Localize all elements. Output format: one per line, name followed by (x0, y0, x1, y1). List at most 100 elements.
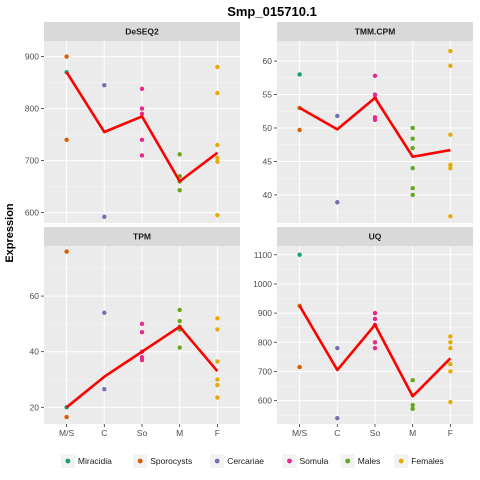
legend-label-cercariae: Cercariae (227, 456, 264, 466)
y-tick-label: 60 (263, 56, 273, 66)
y-tick-label: 60 (30, 291, 40, 301)
point-somula (139, 153, 145, 158)
legend-item-miracidia: Miracidia (60, 454, 112, 468)
y-tick-label: 700 (25, 156, 39, 166)
legend-marker-cercariae (214, 458, 220, 464)
y-tick-label: 40 (30, 347, 40, 357)
point-females (448, 361, 453, 367)
facet-panels: DeSEQ2 600 700 800 900 TMM.CPM 40 45 50 55 60 TPM 20… (25, 22, 473, 438)
legend-marker-somula (287, 458, 292, 464)
point-sporocysts (64, 249, 69, 254)
legend-marker-miracidia (65, 458, 71, 464)
mean-line-deseq2 (65, 71, 219, 183)
point-females (215, 64, 220, 70)
point-cercariae (102, 83, 107, 88)
x-tick-label-m-s: M/S (292, 428, 307, 438)
point-somula (139, 137, 145, 142)
mean-line-tpm (65, 325, 219, 409)
y-tick-label: 900 (25, 52, 39, 62)
point-sporocysts (64, 414, 69, 420)
point-somula (372, 117, 378, 123)
y-axis-label: Expression (4, 203, 16, 263)
point-males (410, 125, 415, 131)
point-somula (372, 345, 378, 351)
y-tick-label: 700 (258, 366, 272, 376)
legend-label-males: Males (358, 456, 381, 466)
legend: Miracidia Sporocysts Cercariae Somula Males F… (60, 454, 444, 468)
strip-deseq2 (44, 22, 240, 41)
y-tick-label: 800 (258, 337, 272, 347)
point-females (215, 159, 220, 164)
point-males (177, 318, 182, 324)
point-cercariae (335, 345, 340, 351)
point-somula (372, 316, 378, 322)
point-somula (139, 86, 145, 92)
point-females (215, 382, 220, 388)
point-sporocysts (297, 364, 302, 370)
point-females (448, 63, 453, 68)
legend-item-cercariae: Cercariae (210, 454, 264, 468)
legend-item-males: Males (340, 454, 381, 468)
y-tick-label: 1000 (253, 279, 272, 289)
y-tick-label: 1100 (254, 250, 273, 260)
x-tick-label-so: So (370, 428, 381, 438)
panel-tpm: TPM 20 40 60 M/S C So M F (30, 227, 240, 438)
point-males (410, 165, 415, 171)
point-miracidia (297, 252, 302, 257)
legend-item-somula: Somula (282, 454, 329, 468)
point-females (215, 359, 220, 364)
point-males (410, 406, 415, 412)
chart-title: Smp_015710.1 (227, 4, 317, 19)
legend-label-somula: Somula (300, 456, 329, 466)
legend-marker-females (398, 458, 404, 464)
point-somula (139, 321, 145, 327)
y-tick-label: 55 (263, 90, 273, 100)
point-males (177, 345, 182, 350)
point-somula (372, 73, 378, 78)
y-tick-label: 800 (25, 104, 39, 114)
point-sporocysts (64, 137, 69, 142)
point-cercariae (335, 415, 340, 421)
strip-uq (277, 227, 473, 246)
point-miracidia (297, 72, 302, 77)
mean-line-tmm-cpm (298, 96, 451, 159)
legend-label-miracidia: Miracidia (78, 456, 112, 466)
x-tick-label-c: C (101, 428, 107, 438)
point-somula (372, 340, 378, 345)
strip-tpm (44, 227, 240, 246)
point-females (448, 214, 453, 219)
point-females (215, 395, 220, 400)
point-somula (139, 106, 145, 111)
strip-label-tmm-cpm: TMM.CPM (355, 27, 396, 37)
point-somula (139, 111, 145, 117)
point-females (215, 316, 220, 321)
point-females (448, 399, 453, 405)
point-females (215, 377, 220, 382)
point-females (448, 165, 453, 171)
point-males (410, 378, 415, 383)
point-somula (372, 92, 378, 97)
point-cercariae (102, 310, 107, 315)
point-cercariae (335, 200, 340, 205)
x-tick-label-c: C (334, 428, 340, 438)
point-females (448, 162, 453, 167)
x-tick-label-m-s: M/S (59, 428, 74, 438)
point-females (215, 327, 220, 332)
point-females (215, 155, 220, 161)
point-sporocysts (64, 54, 69, 59)
strip-label-tpm: TPM (133, 232, 151, 242)
mean-line-uq (298, 305, 452, 398)
point-males (410, 186, 415, 191)
x-tick-label-f: F (215, 428, 220, 438)
point-females (448, 48, 453, 54)
legend-item-sporocysts: Sporocysts (133, 454, 192, 468)
point-somula (139, 357, 145, 363)
panel-tmm-cpm: TMM.CPM 40 45 50 55 60 (263, 22, 473, 223)
point-cercariae (102, 214, 107, 219)
point-somula (139, 330, 145, 335)
x-tick-label-m: M (409, 428, 416, 438)
point-somula (372, 310, 378, 316)
y-tick-label: 600 (25, 208, 39, 218)
point-cercariae (335, 113, 340, 119)
y-tick-label: 50 (263, 123, 273, 133)
